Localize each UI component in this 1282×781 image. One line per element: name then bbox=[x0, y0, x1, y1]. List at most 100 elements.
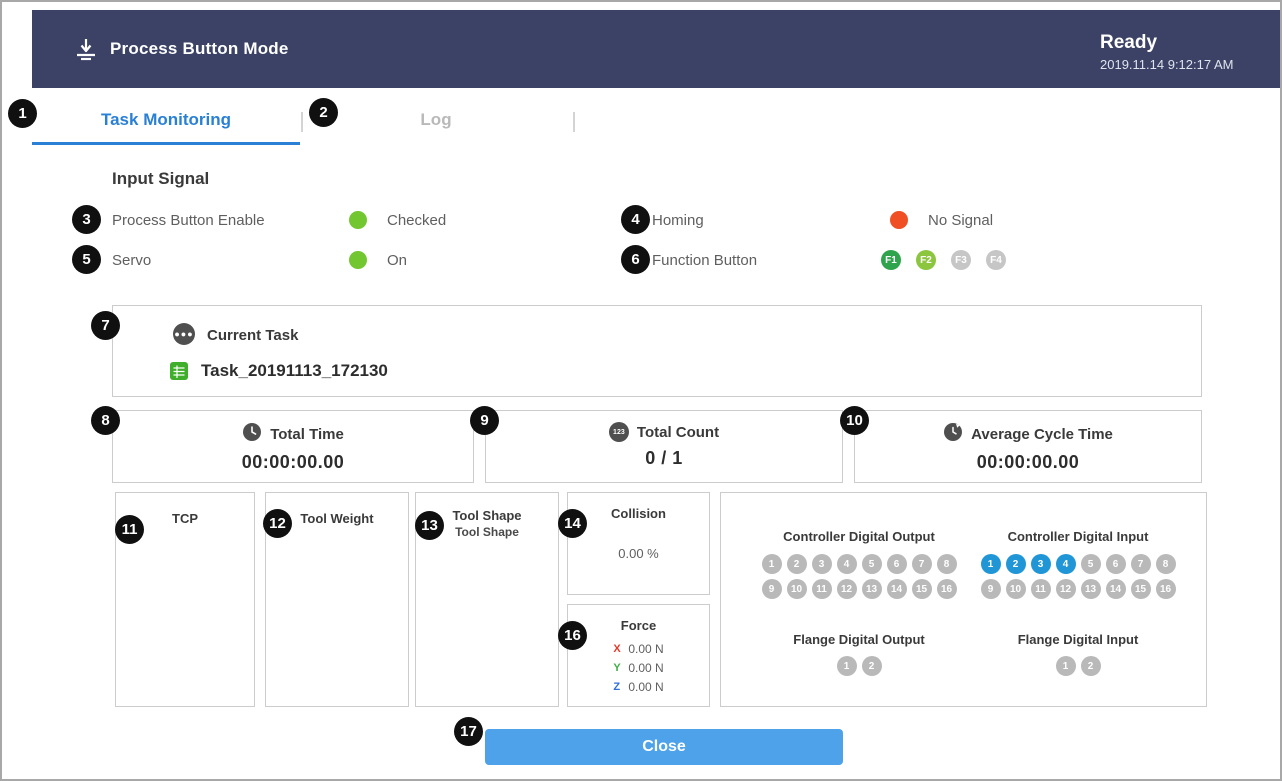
io-indicator-9: 9 bbox=[761, 579, 782, 599]
io-indicator-3: 3 bbox=[1030, 554, 1051, 574]
average-cycle-time-label: Average Cycle Time bbox=[971, 425, 1113, 443]
io-indicator-6: 6 bbox=[1105, 554, 1126, 574]
io-indicator-14: 14 bbox=[1105, 579, 1126, 599]
average-cycle-time-box: Average Cycle Time 00:00:00.00 bbox=[854, 410, 1202, 483]
tool-weight-panel-title: Tool Weight bbox=[300, 511, 374, 526]
io-indicator-12: 12 bbox=[836, 579, 857, 599]
annotation-badge-7: 7 bbox=[91, 311, 120, 340]
controller-digital-output-title: Controller Digital Output bbox=[783, 529, 935, 544]
io-indicator-4: 4 bbox=[1055, 554, 1076, 574]
annotation-badge-16: 16 bbox=[558, 621, 587, 650]
force-axis-z: Z 0.00 N bbox=[613, 680, 664, 694]
total-count-box: 123 Total Count 0 / 1 bbox=[485, 410, 843, 483]
annotation-badge-17: 17 bbox=[454, 717, 483, 746]
homing-indicator bbox=[890, 211, 908, 229]
status-timestamp: 2019.11.14 9:12:17 AM bbox=[1100, 57, 1234, 72]
ellipsis-icon: ●●● bbox=[173, 323, 195, 345]
tab-task-monitoring[interactable]: Task Monitoring bbox=[32, 98, 300, 145]
io-indicator-7: 7 bbox=[1130, 554, 1151, 574]
io-indicator-16: 16 bbox=[936, 579, 957, 599]
servo-status: On bbox=[387, 252, 408, 269]
io-indicator-9: 9 bbox=[980, 579, 1001, 599]
current-task-name: Task_20191113_172130 bbox=[201, 361, 388, 380]
force-axis-x: X 0.00 N bbox=[613, 642, 664, 656]
annotation-badge-5: 5 bbox=[72, 245, 101, 274]
flange-digital-input-title: Flange Digital Input bbox=[1017, 632, 1139, 647]
input-signal-section-title: Input Signal bbox=[112, 169, 210, 188]
io-indicator-1: 1 bbox=[836, 656, 857, 676]
io-indicator-2: 2 bbox=[861, 656, 882, 676]
process-button-mode-icon bbox=[70, 33, 102, 65]
task-file-icon bbox=[169, 361, 189, 381]
io-indicator-2: 2 bbox=[1080, 656, 1101, 676]
annotation-badge-8: 8 bbox=[91, 406, 120, 435]
homing-status: No Signal bbox=[928, 212, 994, 229]
total-count-label: Total Count bbox=[636, 423, 720, 441]
force-panel-title: Force bbox=[620, 618, 657, 633]
controller-digital-input-title: Controller Digital Input bbox=[1007, 529, 1149, 544]
io-indicator-5: 5 bbox=[861, 554, 882, 574]
function-button-f2: F2 bbox=[916, 250, 936, 270]
io-indicator-8: 8 bbox=[1155, 554, 1176, 574]
collision-panel-title: Collision bbox=[611, 506, 666, 521]
annotation-badge-4: 4 bbox=[621, 205, 650, 234]
annotation-badge-1: 1 bbox=[8, 99, 37, 128]
digital-io-panel: Controller Digital Output 1 2 3 4 5 6 7 8 9 10 11 1… bbox=[720, 492, 1207, 707]
homing-label: Homing bbox=[652, 212, 704, 229]
function-button-f3: F3 bbox=[951, 250, 971, 270]
io-indicator-12: 12 bbox=[1055, 579, 1076, 599]
force-axis-y: Y 0.00 N bbox=[613, 661, 664, 675]
header-bar: Process Button Mode Ready 2019.11.14 9:1… bbox=[32, 10, 1280, 88]
tool-shape-name: Tool Shape bbox=[455, 525, 519, 539]
count-123-icon: 123 bbox=[608, 422, 629, 442]
status-ready-label: Ready bbox=[1100, 32, 1158, 53]
io-indicator-15: 15 bbox=[1130, 579, 1151, 599]
function-button-f4: F4 bbox=[986, 250, 1006, 270]
average-cycle-time-value: 00:00:00.00 bbox=[976, 452, 1080, 472]
current-task-box: ●●● Current Task Task_20191113_172130 bbox=[112, 305, 1202, 397]
total-time-box: Total Time 00:00:00.00 bbox=[112, 410, 474, 483]
annotation-badge-9: 9 bbox=[470, 406, 499, 435]
io-indicator-13: 13 bbox=[1080, 579, 1101, 599]
annotation-badge-10: 10 bbox=[840, 406, 869, 435]
process-button-enable-status: Checked bbox=[387, 212, 447, 229]
io-indicator-2: 2 bbox=[786, 554, 807, 574]
annotation-badge-11: 11 bbox=[115, 515, 144, 544]
function-buttons: F1 F2 F3 F4 bbox=[881, 250, 1006, 270]
robot-status: Ready 2019.11.14 9:12:17 AM bbox=[1100, 32, 1233, 72]
cycle-time-icon bbox=[943, 422, 963, 446]
io-indicator-14: 14 bbox=[886, 579, 907, 599]
page-title: Process Button Mode bbox=[110, 39, 289, 58]
close-button[interactable]: Close bbox=[485, 729, 843, 765]
io-indicator-1: 1 bbox=[980, 554, 1001, 574]
digital-io-right-column: Controller Digital Input 1 2 3 4 5 6 7 8 9 10 11 12… bbox=[958, 493, 1198, 706]
tcp-panel-title: TCP bbox=[172, 511, 198, 526]
force-axes: X 0.00 N Y 0.00 N Z 0.00 N bbox=[613, 640, 663, 697]
io-indicator-2: 2 bbox=[1005, 554, 1026, 574]
servo-indicator bbox=[349, 251, 367, 269]
force-panel: Force X 0.00 N Y 0.00 N Z 0.00 N bbox=[567, 604, 710, 707]
io-indicator-1: 1 bbox=[1055, 656, 1076, 676]
tool-shape-panel-title: Tool Shape bbox=[452, 508, 522, 523]
flange-digital-output-title: Flange Digital Output bbox=[793, 632, 925, 647]
io-indicator-4: 4 bbox=[836, 554, 857, 574]
io-indicator-8: 8 bbox=[936, 554, 957, 574]
io-indicator-15: 15 bbox=[911, 579, 932, 599]
total-time-label: Total Time bbox=[270, 425, 344, 443]
io-indicator-10: 10 bbox=[786, 579, 807, 599]
process-button-enable-indicator bbox=[349, 211, 367, 229]
io-indicator-10: 10 bbox=[1005, 579, 1026, 599]
total-time-value: 00:00:00.00 bbox=[241, 452, 345, 472]
annotation-badge-6: 6 bbox=[621, 245, 650, 274]
io-indicator-11: 11 bbox=[1030, 579, 1051, 599]
annotation-badge-14: 14 bbox=[558, 509, 587, 538]
annotation-badge-13: 13 bbox=[415, 511, 444, 540]
io-indicator-7: 7 bbox=[911, 554, 932, 574]
io-indicator-5: 5 bbox=[1080, 554, 1101, 574]
tab-log[interactable]: Log bbox=[420, 110, 452, 129]
process-button-enable-label: Process Button Enable bbox=[112, 212, 265, 229]
function-button-f1: F1 bbox=[881, 250, 901, 270]
io-indicator-13: 13 bbox=[861, 579, 882, 599]
